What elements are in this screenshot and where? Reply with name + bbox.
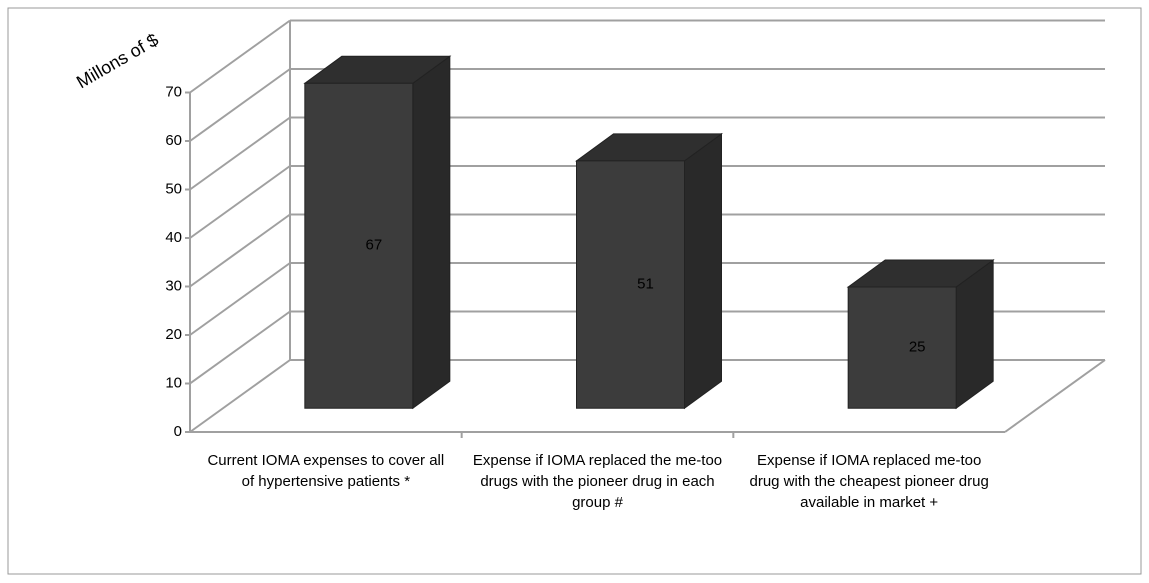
floor-right bbox=[1004, 359, 1106, 433]
bar bbox=[576, 160, 685, 409]
chart-border bbox=[7, 7, 1142, 575]
y-tick-label: 40 bbox=[165, 229, 182, 246]
grid-line bbox=[189, 68, 291, 142]
bar-side bbox=[684, 132, 722, 410]
grid-line bbox=[189, 213, 291, 288]
grid-line bbox=[189, 310, 291, 385]
x-tick-label: Expense if IOMA replaced the me-too drug… bbox=[472, 452, 723, 511]
value-label: 67 bbox=[365, 237, 382, 254]
bar bbox=[304, 82, 414, 409]
grid-line bbox=[189, 19, 291, 94]
y-tick-label: 50 bbox=[165, 180, 182, 197]
grid-line bbox=[189, 165, 291, 239]
y-tick-label: 30 bbox=[165, 277, 182, 294]
grid-line bbox=[189, 262, 291, 336]
bar-side bbox=[412, 55, 451, 410]
x-tick-label: Current IOMA expenses to cover all of hy… bbox=[207, 452, 445, 490]
grid-line bbox=[189, 359, 291, 433]
y-axis-label: Millons of $ bbox=[73, 29, 162, 92]
y-tick-label: 70 bbox=[165, 83, 182, 100]
x-tick-label: Expense if IOMA replaced me-too drug wit… bbox=[749, 452, 989, 511]
value-label: 25 bbox=[909, 339, 926, 356]
grid-line bbox=[189, 116, 291, 191]
y-tick-label: 0 bbox=[174, 423, 182, 440]
value-label: 51 bbox=[637, 276, 654, 293]
y-tick-label: 20 bbox=[165, 326, 182, 343]
bar bbox=[847, 286, 957, 409]
y-tick-label: 60 bbox=[165, 132, 182, 149]
y-tick-label: 10 bbox=[165, 374, 182, 391]
